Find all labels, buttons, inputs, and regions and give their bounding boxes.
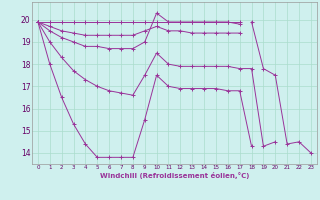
X-axis label: Windchill (Refroidissement éolien,°C): Windchill (Refroidissement éolien,°C) [100,172,249,179]
